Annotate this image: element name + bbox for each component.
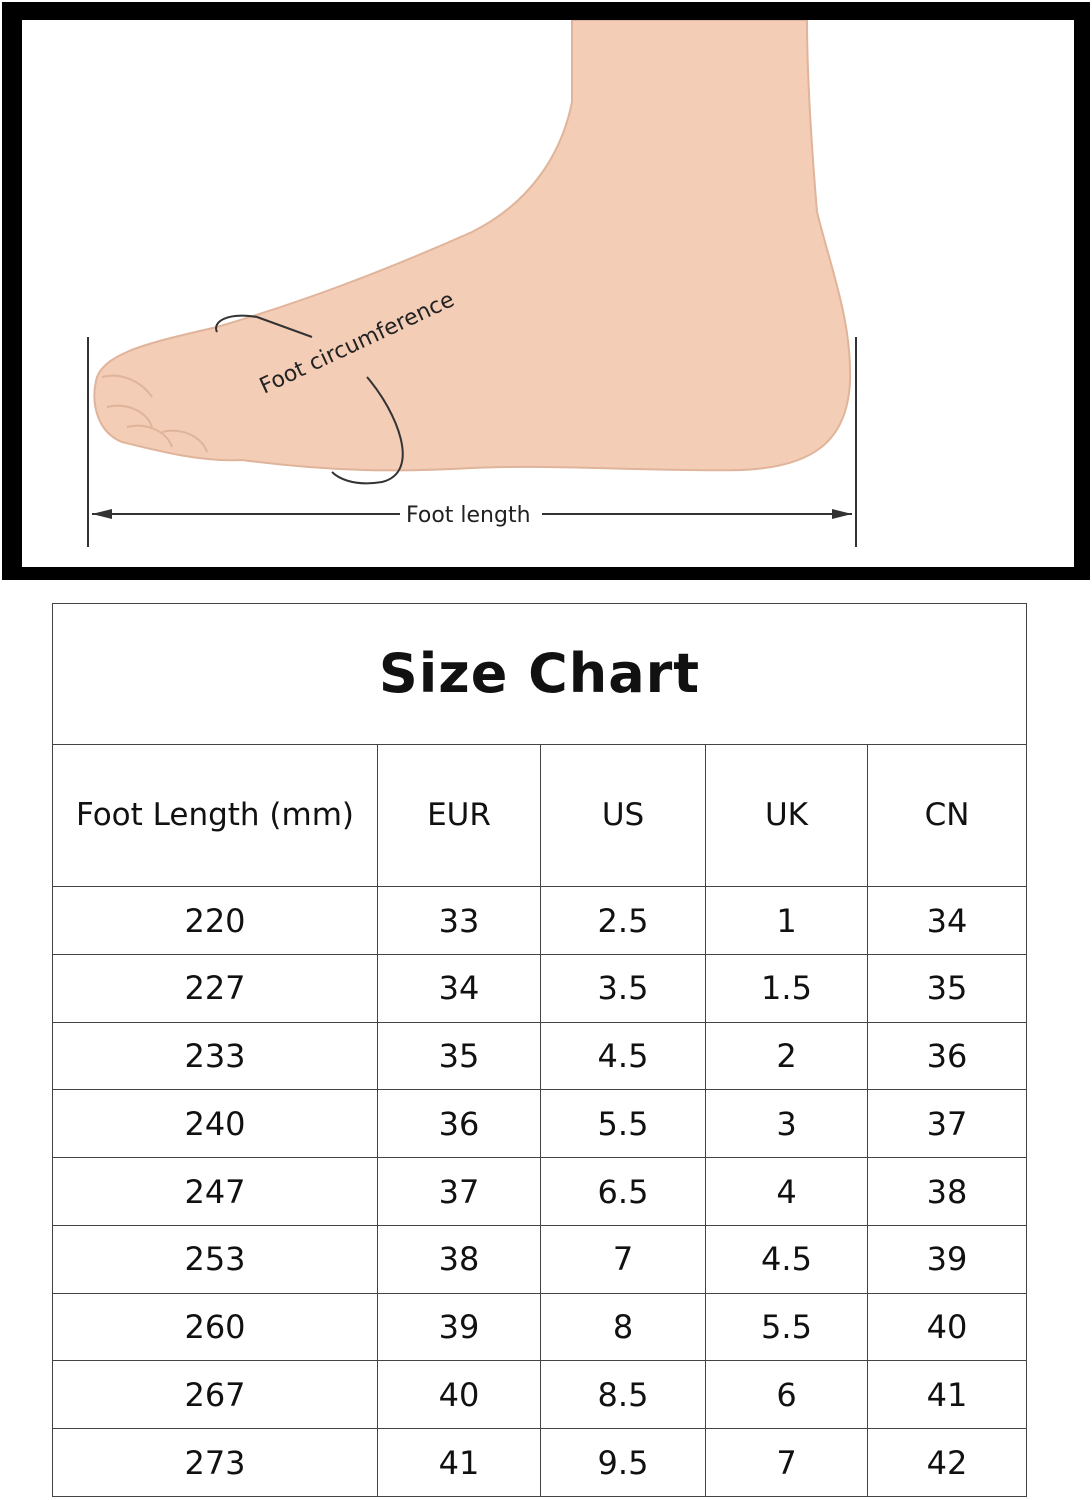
cell-us: 6.5 [540, 1157, 706, 1226]
cell-us: 8.5 [540, 1360, 706, 1430]
cell-us: 8 [540, 1292, 706, 1362]
cell-uk: 4.5 [705, 1224, 868, 1294]
table-title: Size Chart [52, 603, 1027, 745]
cell-us: 2.5 [540, 886, 706, 955]
cell-uk: 7 [705, 1428, 868, 1497]
table-row: 240 36 5.5 3 37 [52, 1089, 1027, 1159]
cell-cn: 41 [867, 1360, 1027, 1430]
cell-foot-length: 227 [52, 953, 378, 1023]
cell-uk: 2 [705, 1021, 868, 1091]
header-cn: CN [867, 743, 1027, 888]
length-label: Foot length [406, 503, 531, 528]
cell-uk: 1 [705, 886, 868, 955]
cell-foot-length: 247 [52, 1157, 378, 1226]
cell-cn: 40 [867, 1292, 1027, 1362]
cell-eur: 40 [377, 1360, 541, 1430]
cell-eur: 38 [377, 1224, 541, 1294]
cell-uk: 4 [705, 1157, 868, 1226]
cell-uk: 5.5 [705, 1292, 868, 1362]
cell-eur: 41 [377, 1428, 541, 1497]
cell-eur: 34 [377, 953, 541, 1023]
diagram-frame: Foot circumference Foot length [2, 2, 1090, 580]
cell-cn: 35 [867, 953, 1027, 1023]
cell-eur: 33 [377, 886, 541, 955]
table-row: 273 41 9.5 7 42 [52, 1428, 1027, 1497]
cell-us: 9.5 [540, 1428, 706, 1497]
cell-foot-length: 260 [52, 1292, 378, 1362]
cell-us: 3.5 [540, 953, 706, 1023]
table-row: 247 37 6.5 4 38 [52, 1157, 1027, 1226]
cell-eur: 35 [377, 1021, 541, 1091]
table-row: 233 35 4.5 2 36 [52, 1021, 1027, 1091]
cell-cn: 36 [867, 1021, 1027, 1091]
cell-eur: 36 [377, 1089, 541, 1159]
table-row: 253 38 7 4.5 39 [52, 1224, 1027, 1294]
table-row: 260 39 8 5.5 40 [52, 1292, 1027, 1362]
cell-foot-length: 267 [52, 1360, 378, 1430]
cell-us: 4.5 [540, 1021, 706, 1091]
cell-cn: 34 [867, 886, 1027, 955]
cell-foot-length: 273 [52, 1428, 378, 1497]
header-foot-length: Foot Length (mm) [52, 743, 378, 888]
cell-foot-length: 253 [52, 1224, 378, 1294]
cell-cn: 39 [867, 1224, 1027, 1294]
table-row: 220 33 2.5 1 34 [52, 886, 1027, 955]
cell-foot-length: 240 [52, 1089, 378, 1159]
cell-eur: 37 [377, 1157, 541, 1226]
cell-foot-length: 233 [52, 1021, 378, 1091]
header-row: Foot Length (mm) EUR US UK CN [52, 743, 1027, 888]
foot-diagram: Foot circumference Foot length [22, 20, 1074, 567]
header-us: US [540, 743, 706, 888]
size-chart-table: Size Chart Foot Length (mm) EUR US UK CN… [52, 603, 1027, 1497]
header-uk: UK [705, 743, 868, 888]
foot-illustration [93, 20, 852, 472]
cell-foot-length: 220 [52, 886, 378, 955]
cell-cn: 37 [867, 1089, 1027, 1159]
cell-us: 5.5 [540, 1089, 706, 1159]
table-row: 267 40 8.5 6 41 [52, 1360, 1027, 1430]
cell-eur: 39 [377, 1292, 541, 1362]
cell-uk: 1.5 [705, 953, 868, 1023]
cell-cn: 38 [867, 1157, 1027, 1226]
cell-cn: 42 [867, 1428, 1027, 1497]
cell-us: 7 [540, 1224, 706, 1294]
table-row: 227 34 3.5 1.5 35 [52, 953, 1027, 1023]
cell-uk: 3 [705, 1089, 868, 1159]
header-eur: EUR [377, 743, 541, 888]
cell-uk: 6 [705, 1360, 868, 1430]
